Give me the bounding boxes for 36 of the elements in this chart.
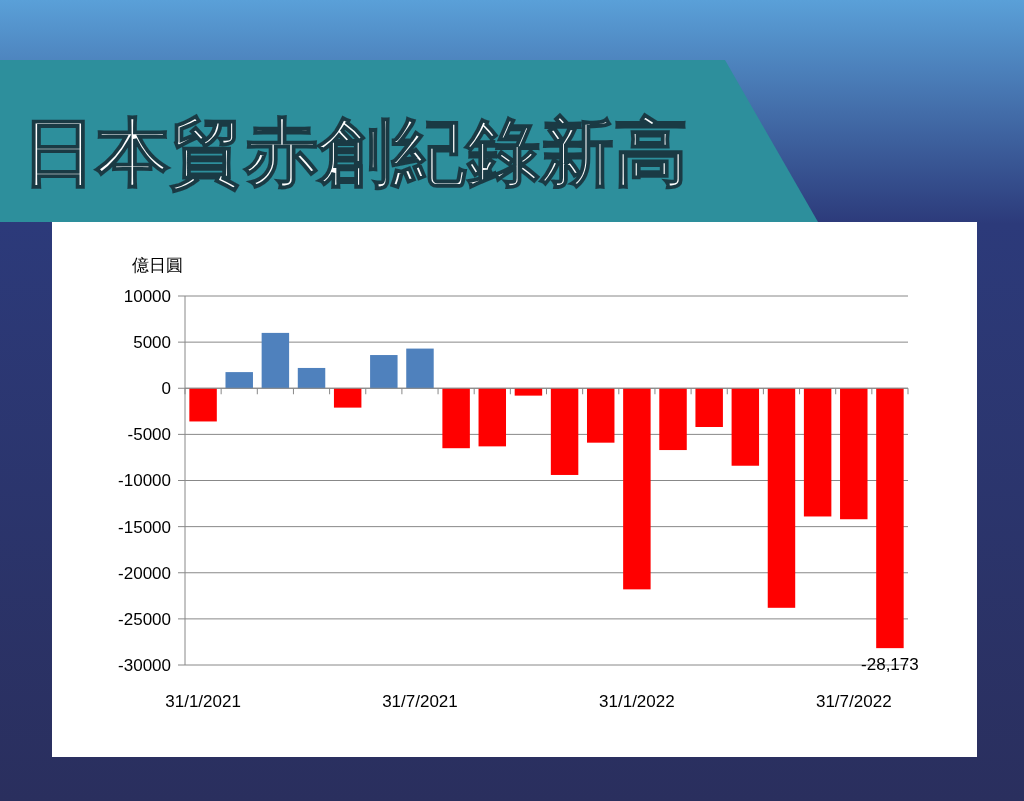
y-tick-label: -15000 [118, 517, 171, 537]
bar [803, 388, 832, 517]
y-tick-label: -10000 [118, 471, 171, 491]
x-tick-label: 31/1/2021 [165, 692, 241, 711]
bar [442, 388, 470, 449]
bar [333, 388, 362, 408]
bar [876, 388, 904, 649]
x-tick-label: 31/7/2021 [382, 692, 458, 711]
bar [695, 388, 723, 427]
bar [840, 388, 868, 520]
bar [659, 388, 687, 451]
y-tick-label: -25000 [118, 609, 171, 629]
bar [478, 388, 507, 447]
y-tick-label: -5000 [127, 425, 171, 445]
bar [225, 372, 253, 389]
bar [586, 388, 615, 443]
bar [731, 388, 760, 466]
data-label: -28,173 [861, 655, 919, 675]
bar [550, 388, 579, 475]
bar [261, 332, 290, 389]
y-tick-label: 5000 [133, 333, 171, 353]
x-tick-label: 31/1/2022 [599, 692, 675, 711]
y-tick-label: -30000 [118, 655, 171, 675]
chart-title: 日本貿赤創紀錄新高 [22, 109, 688, 195]
bar [767, 388, 796, 608]
y-tick-label: 0 [161, 379, 171, 399]
bar [514, 388, 543, 396]
bar [623, 388, 651, 590]
bar [189, 388, 217, 422]
bar [297, 367, 326, 389]
y-tick-label: 10000 [123, 286, 171, 306]
bar [406, 348, 434, 389]
bar [370, 355, 398, 389]
y-axis-title: 億日圓 [132, 255, 183, 275]
x-tick-label: 31/7/2022 [815, 692, 892, 711]
y-tick-label: -20000 [118, 563, 171, 583]
